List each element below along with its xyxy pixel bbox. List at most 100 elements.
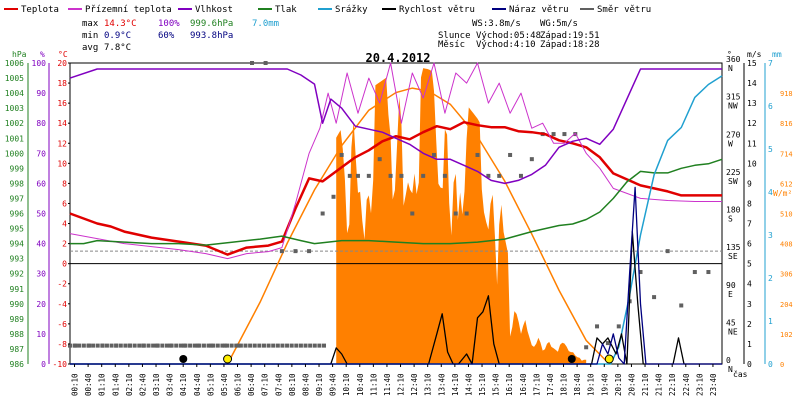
series-line-1: [69, 62, 722, 260]
solar-radiation-area: [336, 68, 587, 364]
tick-humidity: 80: [36, 119, 46, 128]
tick-x: 22:40: [682, 373, 691, 396]
tick-rain: 5: [768, 145, 773, 154]
wind-dir-point: [442, 173, 447, 178]
wind-dir-point: [289, 343, 294, 348]
wind-dir-point: [104, 343, 109, 348]
tick-x: 21:10: [641, 373, 650, 396]
tick-rain: 1: [768, 317, 773, 326]
tick-x: 16:10: [505, 373, 514, 396]
wind-dir-point: [518, 173, 523, 178]
tick-dir-deg: 90: [726, 281, 736, 290]
wind-dir-point: [432, 152, 437, 157]
wind-wg: WG:5m/s: [540, 19, 578, 29]
tick-temp: 4: [62, 220, 67, 229]
wind-dir-point: [303, 343, 308, 348]
tick-temp: -10: [53, 360, 68, 369]
tick-pressure: 998: [10, 179, 25, 188]
tick-temp: 6: [62, 199, 67, 208]
tick-wind: 3: [747, 300, 752, 309]
tick-solar: 0: [780, 361, 784, 369]
tick-x: 00:40: [84, 373, 93, 396]
tick-wind: 8: [747, 199, 752, 208]
tick-x: 10:40: [356, 373, 365, 396]
wind-dir-point: [118, 343, 123, 348]
tick-wind: 7: [747, 220, 752, 229]
tick-x: 11:40: [383, 373, 392, 396]
wind-dir-point: [211, 343, 216, 348]
wind-dir-point: [616, 324, 621, 329]
stats-min-hum: 60%: [158, 31, 175, 41]
sun-label: Slunce: [438, 31, 471, 41]
tick-wind: 10: [747, 159, 757, 168]
tick-x: 17:10: [532, 373, 541, 396]
wind-dir-point: [197, 343, 202, 348]
legend: Teplota Přízemní teplota Vlhkost Tlak Srážky…: [4, 5, 651, 15]
wind-dir-point: [298, 343, 303, 348]
wind-dir-point: [562, 132, 567, 137]
tick-temp: -4: [57, 300, 67, 309]
wind-dir-point: [322, 343, 327, 348]
stats-block: max 14.3°C 100% 999.6hPa 7.0mm min 0.9°C…: [82, 19, 279, 53]
tick-pressure: 1001: [5, 134, 24, 143]
stats-max-label: max: [82, 19, 99, 29]
wind-dir-point: [486, 173, 491, 178]
tick-temp: 18: [57, 79, 67, 88]
tick-temp: -8: [57, 340, 67, 349]
moon-rise: Východ:4:10: [476, 40, 536, 50]
tick-pressure: 996: [10, 210, 25, 219]
tick-x: 15:10: [478, 373, 487, 396]
tick-x: 20:40: [627, 373, 636, 396]
tick-dir-label: NE: [728, 327, 738, 336]
legend-label-1: Přízemní teplota: [85, 5, 172, 15]
series-line-3: [70, 158, 723, 246]
unit-hpa: hPa: [12, 50, 27, 59]
tick-humidity: 40: [36, 240, 46, 249]
stats-max-temp: 14.3°C: [104, 19, 137, 29]
tick-x: 07:10: [261, 373, 270, 396]
tick-temp: -2: [57, 280, 67, 289]
tick-x: 18:10: [560, 373, 569, 396]
wind-dir-point: [192, 343, 197, 348]
tick-solar: 816: [780, 120, 793, 128]
tick-wind: 9: [747, 179, 752, 188]
wind-dir-point: [280, 343, 285, 348]
tick-pressure: 1000: [5, 149, 24, 158]
moon-label: Měsíc: [438, 40, 465, 50]
unit-mm: mm: [772, 50, 782, 59]
wind-dir-point: [155, 343, 160, 348]
series-line-0: [69, 120, 722, 256]
tick-solar: 306: [780, 271, 793, 279]
tick-wind: 15: [747, 59, 757, 68]
wind-dir-point: [146, 343, 151, 348]
tick-solar: 612: [780, 180, 793, 188]
astro-block: WS:3.8m/s WG:5m/s Slunce Východ:05:48 Zá…: [438, 19, 600, 50]
unit-pct: %: [40, 50, 45, 59]
tick-wind: 2: [747, 320, 752, 329]
tick-dir-label: N: [728, 64, 733, 73]
tick-temp: 14: [57, 119, 67, 128]
tick-humidity: 50: [36, 210, 46, 219]
tick-x: 04:40: [193, 373, 202, 396]
tick-dir-deg: 0: [726, 356, 731, 365]
stats-min-label: min: [82, 31, 98, 41]
tick-solar: 714: [780, 150, 793, 158]
wind-dir-point: [399, 173, 404, 178]
sun-set: Západ:19:51: [540, 31, 600, 41]
wind-dir-point: [665, 249, 670, 254]
tick-x: 04:10: [179, 373, 188, 396]
tick-x: 15:40: [492, 373, 501, 396]
wind-dir-point: [238, 343, 243, 348]
wind-dir-point: [215, 343, 220, 348]
legend-label-0: Teplota: [21, 5, 59, 15]
wind-dir-point: [377, 157, 382, 162]
tick-x: 18:40: [573, 373, 582, 396]
tick-temp: 16: [57, 99, 67, 108]
tick-dir-deg: 360: [726, 55, 741, 64]
tick-pressure: 997: [10, 194, 25, 203]
tick-solar: 102: [780, 331, 793, 339]
moonrise-marker: [179, 355, 188, 363]
tick-x: 07:40: [274, 373, 283, 396]
wind-dir-point: [250, 61, 255, 65]
